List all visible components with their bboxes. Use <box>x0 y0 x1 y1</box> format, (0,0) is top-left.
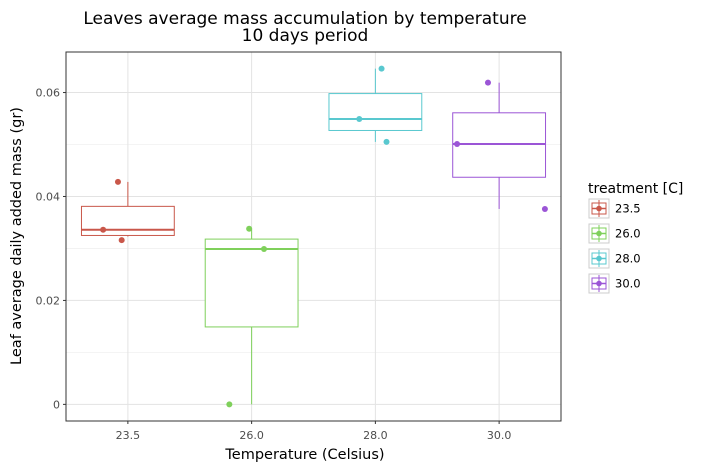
box <box>80 205 175 236</box>
y-axis-title: Leaf average daily added mass (gr) <box>9 107 25 365</box>
plot-area: 0 0.02 0.04 0.06 23.5 26.0 28.0 30.0 <box>36 51 562 442</box>
boxplot-26.0 <box>204 225 299 408</box>
boxplot-28.0 <box>328 65 423 145</box>
legend-key-point <box>596 205 602 212</box>
data-point <box>226 401 233 408</box>
data-point <box>118 237 125 244</box>
data-point <box>454 140 461 147</box>
data-point <box>114 178 121 185</box>
data-point <box>484 79 491 86</box>
panel-border <box>65 51 562 422</box>
legend-label: 30.0 <box>615 277 641 291</box>
legend-label: 28.0 <box>615 252 641 266</box>
box <box>328 93 423 131</box>
y-tick-label: 0 <box>53 398 60 411</box>
data-point <box>356 116 363 123</box>
x-axis-title: Temperature (Celsius) <box>224 447 384 463</box>
legend-key-point <box>596 280 602 287</box>
legend-label: 26.0 <box>615 227 641 241</box>
y-tick-label: 0.06 <box>36 87 61 100</box>
data-point <box>100 226 107 233</box>
legend-key-point <box>596 255 602 262</box>
data-point <box>383 138 390 145</box>
data-point <box>261 245 267 252</box>
box <box>204 238 299 328</box>
box <box>452 112 547 178</box>
x-tick-label: 28.0 <box>363 429 388 442</box>
legend-key-point <box>596 230 602 237</box>
y-tick-label: 0.02 <box>36 294 61 307</box>
x-tick-label: 30.0 <box>487 429 512 442</box>
legend-title: treatment [C] <box>588 181 683 197</box>
boxplot-30.0 <box>452 79 548 212</box>
legend: treatment [C] 23.5 26.0 28.0 30.0 <box>588 181 683 294</box>
legend-item-28.0: 28.0 <box>588 248 641 269</box>
x-tick-label: 26.0 <box>239 429 264 442</box>
data-point <box>541 205 548 212</box>
chart-title-line-1: Leaves average mass accumulation by temp… <box>83 9 526 29</box>
data-point <box>246 225 253 232</box>
data-point <box>378 65 385 72</box>
legend-item-23.5: 23.5 <box>588 198 641 219</box>
chart-title-line-2: 10 days period <box>242 26 369 46</box>
y-tick-label: 0.04 <box>36 190 61 203</box>
legend-item-30.0: 30.0 <box>588 273 641 294</box>
x-tick-label: 23.5 <box>116 429 141 442</box>
legend-item-26.0: 26.0 <box>588 223 641 244</box>
boxplot-23.5 <box>80 178 175 244</box>
legend-label: 23.5 <box>615 202 641 216</box>
